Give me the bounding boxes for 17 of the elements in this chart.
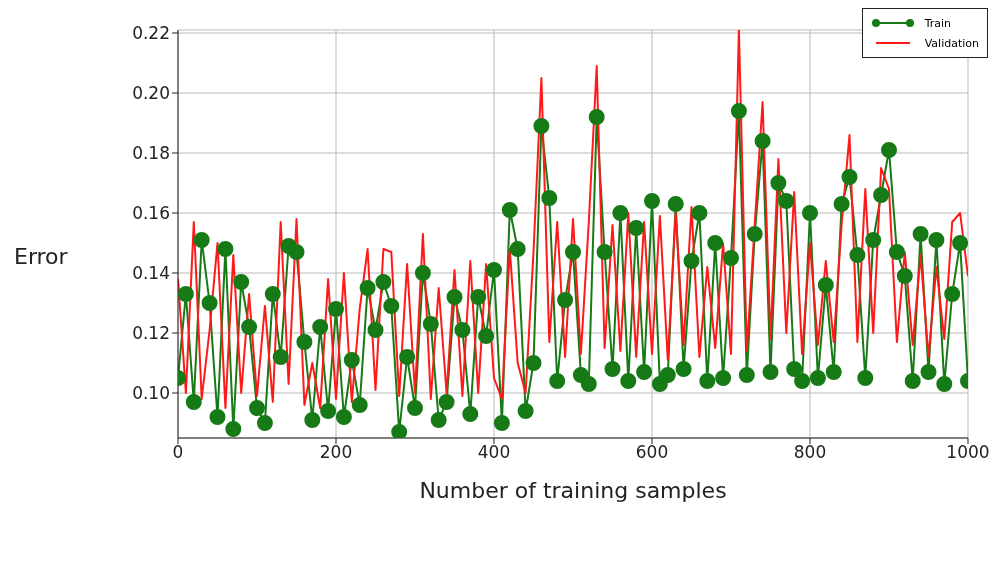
x-tick-label: 800 [793,442,827,463]
y-tick-label: 0.12 [132,323,170,344]
y-tick-label: 0.10 [132,383,170,404]
x-tick-label: 0 [172,442,184,463]
x-tick-label: 1000 [946,442,990,463]
y-tick-label: 0.16 [132,203,170,224]
y-tick-label: 0.18 [132,143,170,164]
y-tick-label: 0.22 [132,23,170,44]
x-axis-title: Number of training samples [419,478,727,503]
legend-label: Validation [924,36,979,50]
x-tick-label: 600 [635,442,669,463]
legend-label: Train [924,16,952,30]
y-axis-title: Error [14,244,68,269]
y-tick-label: 0.14 [132,263,170,284]
x-tick-label: 200 [319,442,353,463]
y-tick-label: 0.20 [132,83,170,104]
x-tick-label: 400 [477,442,511,463]
